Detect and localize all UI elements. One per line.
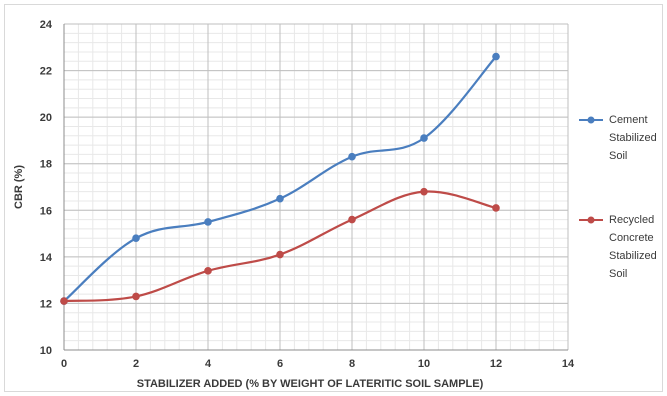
data-point [204,218,212,226]
legend-label-line: Recycled [609,214,655,226]
data-point [132,234,140,243]
data-point [132,292,140,301]
legend-marker-cement [579,116,603,124]
legend-label-line: Concrete [609,232,654,244]
legend-label-recycled-concrete: Recycled Concrete Stabilized Soil [609,211,667,283]
x-tick-labels: 0 2 4 6 8 10 12 14 [61,358,575,370]
data-point [204,267,212,275]
y-tick-labels: 10 12 14 16 18 20 22 24 [40,19,53,357]
data-point [348,152,356,161]
data-point [348,215,356,224]
y-axis-title: CBR (%) [13,165,25,209]
legend-label-line: Cement [609,114,648,126]
series-recycled-concrete [60,187,500,305]
legend-marker-recycled-concrete [579,216,603,224]
data-point [420,134,428,142]
y-tick-label: 24 [40,19,53,31]
x-tick-label: 12 [490,358,502,370]
data-point [420,187,428,196]
minor-gridlines [63,23,569,351]
legend-label-line: Soil [609,150,628,162]
legend-item-cement: Cement Stabilized Soil [577,111,663,171]
legend-label-line: Soil [609,268,628,280]
chart-frame: 10 12 14 16 18 20 22 24 0 2 4 6 8 10 12 14 CBR (%) STA… [4,4,663,392]
x-tick-label: 8 [349,358,355,370]
y-tick-label: 22 [40,66,52,78]
major-gridlines [63,23,569,351]
x-tick-label: 2 [133,358,139,370]
data-point [276,194,284,203]
legend-label-cement: Cement Stabilized Soil [609,111,667,165]
x-tick-label: 4 [205,358,212,370]
data-point [492,204,500,212]
x-tick-label: 10 [418,358,430,370]
x-axis-title: STABILIZER ADDED (% BY WEIGHT OF LATERIT… [137,378,484,390]
axes [63,24,568,351]
data-point [276,250,284,259]
y-tick-label: 14 [40,252,53,264]
y-tick-label: 12 [40,298,52,310]
x-tick-label: 14 [562,358,575,370]
y-tick-label: 20 [40,112,52,124]
x-tick-label: 6 [277,358,283,370]
data-point [492,52,500,61]
legend-item-recycled-concrete: Recycled Concrete Stabilized Soil [577,211,663,289]
y-tick-label: 10 [40,345,52,357]
y-tick-label: 18 [40,159,52,171]
data-point [60,297,68,305]
series-layer [60,52,500,305]
legend-label-line: Stabilized [609,250,657,262]
legend-label-line: Stabilized [609,132,657,144]
y-tick-label: 16 [40,205,52,217]
x-tick-label: 0 [61,358,67,370]
